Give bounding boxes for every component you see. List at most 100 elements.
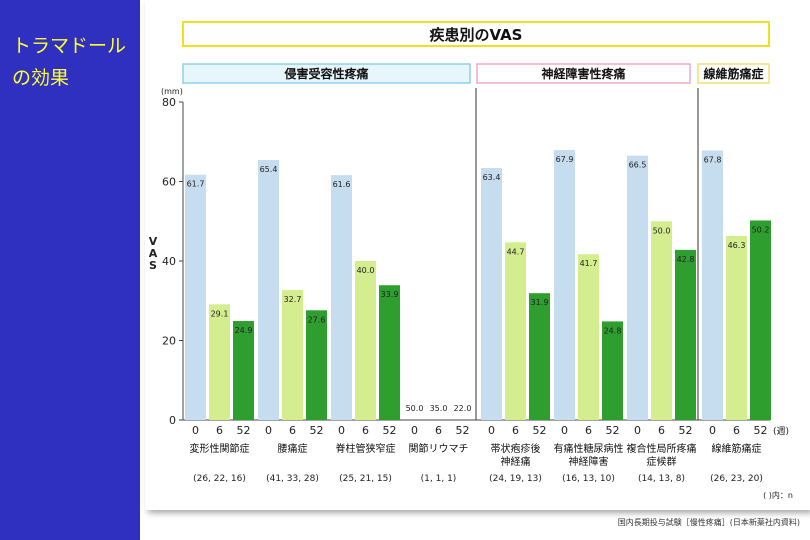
bar-week-52 (750, 220, 771, 420)
bar-week-52 (675, 249, 696, 420)
slide-title: トラマドール の効果 (12, 30, 126, 94)
bar-value-label: 66.5 (629, 161, 647, 170)
slide-title-line1: トラマドール (12, 35, 127, 57)
x-tick-label: 52 (310, 424, 324, 437)
chart-panel: 疾患別のVAS 侵害受容性疼痛 神経障害性疼痛 線維筋痛症 0 20 40 60 80 (mm) V… (145, 0, 810, 510)
x-tick-label: 0 (265, 424, 272, 437)
group-header-box (476, 63, 691, 84)
bar-value-label: 67.8 (704, 155, 722, 164)
bar-value-label: 50.2 (752, 225, 770, 234)
bar-value-label: 35.0 (430, 404, 448, 413)
sample-size-label: (24, 19, 13) (489, 474, 542, 484)
bar-week-0 (481, 167, 502, 420)
bar-week-0 (331, 175, 352, 420)
bar-value-label: 50.0 (653, 226, 671, 235)
bar-value-label: 27.6 (308, 315, 326, 324)
bar-value-label: 46.3 (728, 241, 746, 250)
bar-week-0 (185, 174, 206, 420)
bar-value-label: 40.0 (357, 266, 375, 275)
x-tick-label: 0 (561, 424, 568, 437)
bar-week-52 (233, 321, 254, 420)
x-tick-label: 6 (512, 424, 519, 437)
chart-title-box (182, 21, 770, 47)
sample-size-label: (26, 22, 16) (193, 474, 246, 484)
bar-week-6 (505, 242, 526, 420)
disease-name: 神経障害 (569, 455, 609, 468)
n-note-label: ( )内：n (763, 490, 793, 500)
group-header-label: 線維筋痛症 (703, 66, 763, 81)
bar-value-label: 61.7 (187, 180, 205, 189)
sample-size-label: (26, 23, 20) (710, 474, 763, 484)
bar-value-label: 33.9 (381, 290, 399, 299)
y-tick-label: 80 (162, 96, 176, 109)
bar-week-6 (578, 254, 599, 420)
y-tick-label: 60 (162, 176, 176, 189)
x-tick-label: 0 (411, 424, 418, 437)
y-tick-label: 20 (162, 335, 176, 348)
x-tick-label: 52 (606, 424, 620, 437)
x-tick-label: 6 (733, 424, 740, 437)
bar-value-label: 29.1 (211, 309, 229, 318)
bar-week-6 (726, 235, 747, 420)
x-tick-label: 0 (338, 424, 345, 437)
y-axis-label: A (149, 247, 158, 260)
bar-week-6 (282, 290, 303, 420)
sidebar: トラマドール の効果 (0, 0, 140, 540)
disease-name: 関節リウマチ (409, 442, 469, 455)
disease-name: 帯状疱疹後 (491, 442, 541, 455)
bar-value-label: 65.4 (260, 165, 278, 174)
disease-name: 症候群 (647, 455, 677, 468)
bar-value-label: 31.9 (531, 298, 549, 307)
bar-week-0 (554, 150, 575, 420)
group-header-box (182, 63, 471, 84)
bar-value-label: 32.7 (284, 295, 302, 304)
bar-value-label: 41.7 (580, 259, 598, 268)
source-note: 国内長期投与試験［慢性疼痛］(日本新薬社内資料) (617, 518, 800, 527)
x-tick-label: 52 (679, 424, 693, 437)
x-tick-label: 52 (237, 424, 251, 437)
group-header-box (697, 63, 770, 84)
y-axis-label: S (149, 259, 157, 272)
sample-size-label: (25, 21, 15) (339, 474, 392, 484)
disease-name: 有痛性糖尿病性 (554, 442, 624, 455)
bar-week-6 (355, 261, 376, 420)
y-unit-label: (mm) (161, 87, 183, 96)
x-tick-label: 52 (456, 424, 470, 437)
y-axis-label: V (149, 235, 158, 248)
y-tick-label: 40 (162, 255, 176, 268)
bar-value-label: 67.9 (556, 155, 574, 164)
x-tick-label: 6 (435, 424, 442, 437)
x-tick-label: 0 (192, 424, 199, 437)
sample-size-label: (16, 13, 10) (562, 474, 615, 484)
bar-value-label: 22.0 (454, 404, 472, 413)
x-tick-label: 6 (216, 424, 223, 437)
x-tick-label: 52 (533, 424, 547, 437)
disease-name: 神経痛 (501, 455, 531, 468)
bar-week-0 (702, 150, 723, 420)
time-unit-label: (週) (773, 426, 789, 437)
bar-week-0 (627, 155, 648, 420)
group-header-label: 神経障害性疼痛 (541, 66, 625, 81)
y-tick-label: 0 (169, 414, 176, 427)
x-tick-label: 6 (289, 424, 296, 437)
bar-value-label: 42.8 (677, 255, 695, 264)
x-tick-label: 0 (488, 424, 495, 437)
bar-week-0 (258, 160, 279, 420)
bar-value-label: 61.6 (333, 180, 351, 189)
disease-name: 複合性局所疼痛 (627, 442, 697, 455)
bar-week-52 (602, 321, 623, 420)
bar-week-6 (209, 304, 230, 420)
x-tick-label: 52 (383, 424, 397, 437)
x-tick-label: 6 (585, 424, 592, 437)
x-tick-label: 0 (709, 424, 716, 437)
x-tick-label: 6 (362, 424, 369, 437)
chart-title: 疾患別のVAS (429, 26, 522, 44)
x-tick-label: 52 (754, 424, 768, 437)
bar-value-label: 44.7 (507, 247, 525, 256)
disease-name: 線維筋痛症 (712, 442, 762, 455)
sample-size-label: (41, 33, 28) (266, 474, 319, 484)
bar-value-label: 63.4 (483, 173, 501, 182)
bar-value-label: 50.0 (406, 404, 424, 413)
bar-week-52 (379, 285, 400, 420)
